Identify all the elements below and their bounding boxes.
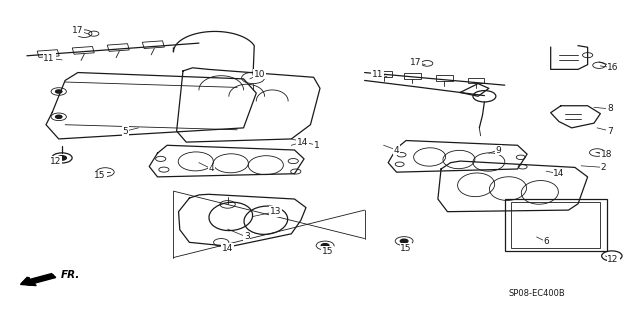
Text: 17: 17 xyxy=(410,58,421,67)
Text: 16: 16 xyxy=(607,63,619,72)
Text: 7: 7 xyxy=(607,127,613,136)
Text: 15: 15 xyxy=(322,247,333,256)
Text: 15: 15 xyxy=(400,243,412,253)
Text: 4: 4 xyxy=(394,145,399,154)
Bar xyxy=(72,47,94,54)
FancyArrow shape xyxy=(20,274,56,286)
Circle shape xyxy=(400,239,408,243)
Text: FR.: FR. xyxy=(61,270,80,280)
Bar xyxy=(436,75,452,81)
Text: 3: 3 xyxy=(244,233,250,241)
Text: 11: 11 xyxy=(44,54,55,63)
Text: 17: 17 xyxy=(72,26,84,35)
Text: 1: 1 xyxy=(314,141,320,150)
Text: 4: 4 xyxy=(209,165,214,174)
Bar xyxy=(376,71,392,77)
Bar xyxy=(37,50,59,57)
Text: 18: 18 xyxy=(601,150,612,159)
Text: 2: 2 xyxy=(601,163,606,172)
Circle shape xyxy=(56,90,62,93)
Text: 6: 6 xyxy=(543,237,549,246)
Circle shape xyxy=(56,115,62,118)
Text: 9: 9 xyxy=(495,145,501,154)
Circle shape xyxy=(58,156,67,160)
Text: 12: 12 xyxy=(50,157,61,166)
Text: 8: 8 xyxy=(607,104,613,113)
Bar xyxy=(108,44,129,51)
Bar xyxy=(505,199,607,251)
Text: 10: 10 xyxy=(253,70,265,78)
Text: 14: 14 xyxy=(296,137,308,147)
Text: 5: 5 xyxy=(123,127,129,136)
Bar xyxy=(142,41,164,48)
Text: 15: 15 xyxy=(95,171,106,181)
Text: 13: 13 xyxy=(269,207,281,216)
Text: 11: 11 xyxy=(372,70,383,78)
Text: 14: 14 xyxy=(553,169,564,178)
Text: 14: 14 xyxy=(222,243,234,253)
Bar xyxy=(468,78,484,83)
Text: SP08-EC400B: SP08-EC400B xyxy=(508,289,565,298)
Text: 12: 12 xyxy=(607,255,619,263)
Bar xyxy=(511,202,600,248)
Circle shape xyxy=(321,244,329,248)
Bar xyxy=(404,73,420,79)
